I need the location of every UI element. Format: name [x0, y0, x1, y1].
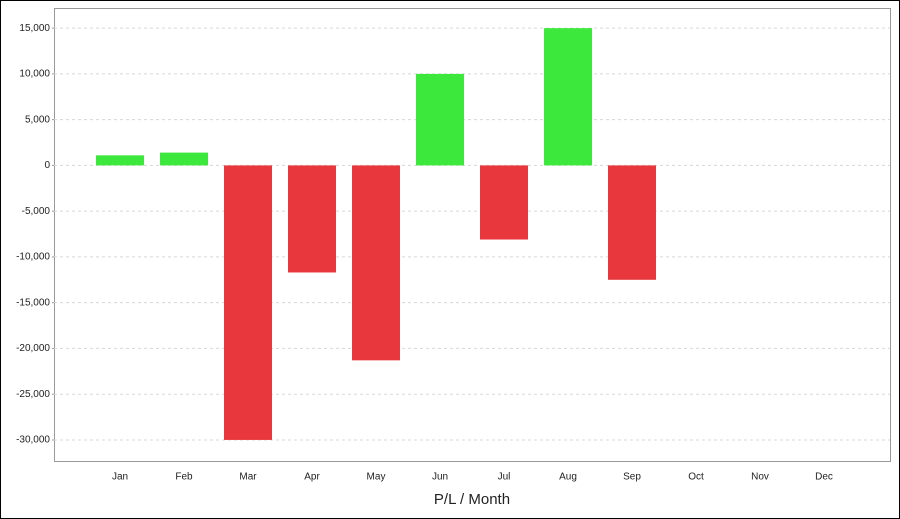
x-tick-label: Dec	[815, 472, 833, 483]
bar	[160, 152, 208, 166]
bar	[416, 73, 464, 166]
x-tick-label: Jun	[432, 472, 448, 483]
x-axis-title: P/L / Month	[434, 491, 510, 508]
bar	[544, 28, 592, 166]
y-tick-label: 0	[44, 160, 50, 171]
y-tick-label: -25,000	[16, 389, 50, 400]
bar	[480, 165, 528, 240]
y-tick-label: 5,000	[25, 114, 50, 125]
bar	[608, 165, 656, 280]
x-tick-label: Sep	[623, 472, 641, 483]
x-tick-label: Nov	[751, 472, 769, 483]
x-tick-label: Aug	[559, 472, 577, 483]
x-tick-label: Feb	[175, 472, 193, 483]
x-tick-label: Jul	[498, 472, 511, 483]
x-tick-label: May	[367, 472, 386, 483]
y-tick-label: 15,000	[19, 23, 50, 34]
bar	[224, 165, 272, 440]
y-tick-label: -20,000	[16, 343, 50, 354]
bar	[352, 165, 400, 361]
x-tick-label: Mar	[239, 472, 257, 483]
bar	[288, 165, 336, 273]
y-tick-label: -15,000	[16, 297, 50, 308]
x-tick-label: Apr	[304, 472, 320, 483]
y-tick-label: -5,000	[22, 206, 51, 217]
bar	[96, 155, 144, 166]
y-tick-label: -10,000	[16, 252, 50, 263]
x-tick-label: Jan	[112, 472, 128, 483]
y-tick-label: -30,000	[16, 435, 50, 446]
plot-area	[54, 8, 891, 462]
y-tick-label: 10,000	[19, 69, 50, 80]
x-tick-label: Oct	[688, 472, 704, 483]
